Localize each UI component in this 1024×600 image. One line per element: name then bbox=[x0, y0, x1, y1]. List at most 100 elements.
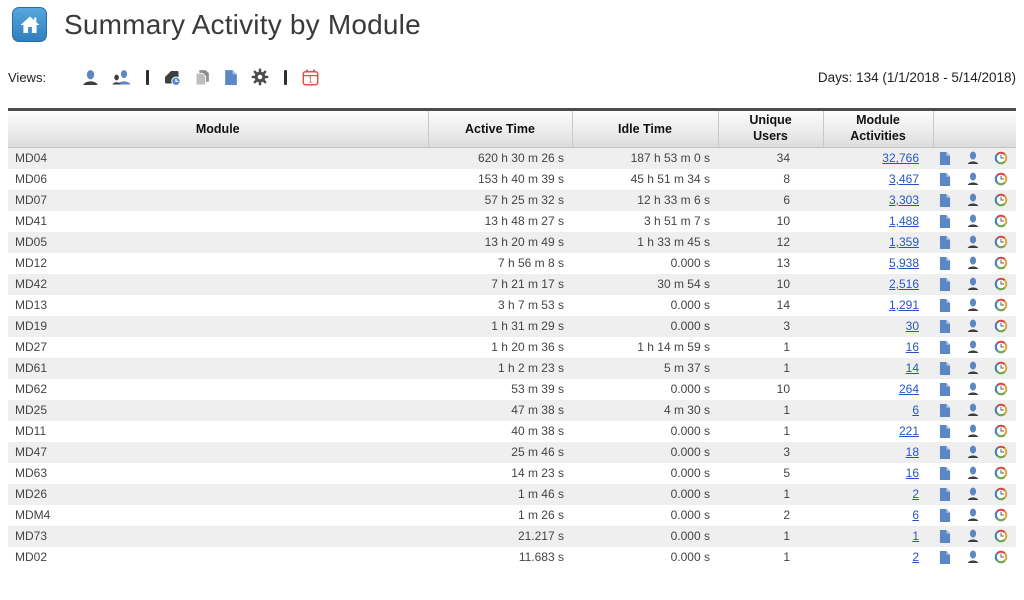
page-title: Summary Activity by Module bbox=[64, 8, 421, 40]
user-report-icon[interactable] bbox=[966, 508, 980, 522]
document-report-icon[interactable] bbox=[939, 151, 951, 166]
user-report-icon[interactable] bbox=[966, 277, 980, 291]
document-report-icon[interactable] bbox=[939, 193, 951, 208]
user-report-icon[interactable] bbox=[966, 424, 980, 438]
document-report-icon[interactable] bbox=[939, 424, 951, 439]
time-history-icon[interactable] bbox=[994, 529, 1008, 543]
module-activities-link[interactable]: 5,938 bbox=[888, 256, 919, 270]
user-report-icon[interactable] bbox=[966, 298, 980, 312]
module-activities-link[interactable]: 3,303 bbox=[888, 193, 919, 207]
user-report-icon[interactable] bbox=[966, 340, 980, 354]
settings-gear-icon[interactable] bbox=[251, 68, 269, 86]
time-history-icon[interactable] bbox=[994, 445, 1008, 459]
home-icon[interactable] bbox=[12, 7, 47, 42]
module-activities-link[interactable]: 14 bbox=[905, 361, 919, 375]
document-report-icon[interactable] bbox=[939, 508, 951, 523]
document-report-icon[interactable] bbox=[939, 256, 951, 271]
time-history-icon[interactable] bbox=[994, 319, 1008, 333]
table-row: MD27 1 h 20 m 36 s 1 h 14 m 59 s 1 16 bbox=[8, 336, 1016, 358]
user-report-icon[interactable] bbox=[966, 529, 980, 543]
time-history-icon[interactable] bbox=[994, 382, 1008, 396]
module-activities-link[interactable]: 32,766 bbox=[882, 151, 919, 166]
col-header-idle-time[interactable]: Idle Time bbox=[571, 108, 718, 148]
module-activities-link[interactable]: 1,359 bbox=[888, 235, 919, 249]
document-report-icon[interactable] bbox=[939, 361, 951, 376]
time-history-icon[interactable] bbox=[994, 214, 1008, 228]
user-report-icon[interactable] bbox=[966, 403, 980, 417]
user-report-icon[interactable] bbox=[966, 151, 980, 165]
module-activities-link[interactable]: 264 bbox=[898, 382, 919, 396]
time-history-icon[interactable] bbox=[994, 256, 1008, 270]
time-history-icon[interactable] bbox=[994, 487, 1008, 501]
table-header: Module Active Time Idle Time Unique User… bbox=[8, 108, 1016, 148]
user-report-icon[interactable] bbox=[966, 466, 980, 480]
module-activities-link[interactable]: 2 bbox=[912, 550, 919, 564]
user-report-icon[interactable] bbox=[966, 235, 980, 249]
module-cell: MD12 bbox=[15, 256, 48, 270]
time-history-icon[interactable] bbox=[994, 340, 1008, 354]
module-activities-link[interactable]: 221 bbox=[898, 424, 919, 438]
user-report-icon[interactable] bbox=[966, 172, 980, 186]
module-activities-link[interactable]: 1,488 bbox=[888, 214, 919, 228]
document-report-icon[interactable] bbox=[939, 298, 951, 313]
document-report-icon[interactable] bbox=[939, 487, 951, 502]
col-header-module-activities[interactable]: Module Activities bbox=[822, 108, 933, 148]
document-report-icon[interactable] bbox=[939, 403, 951, 418]
calendar-view-icon[interactable]: 1 bbox=[302, 68, 319, 86]
module-activities-link[interactable]: 1 bbox=[912, 529, 919, 543]
user-report-icon[interactable] bbox=[966, 487, 980, 501]
module-activities-link[interactable]: 2,516 bbox=[888, 277, 919, 291]
time-history-icon[interactable] bbox=[994, 193, 1008, 207]
document-report-icon[interactable] bbox=[939, 382, 951, 397]
module-activities-link[interactable]: 6 bbox=[912, 508, 919, 522]
document-report-icon[interactable] bbox=[939, 340, 951, 355]
time-history-icon[interactable] bbox=[994, 550, 1008, 564]
document-report-icon[interactable] bbox=[939, 445, 951, 460]
document-report-icon[interactable] bbox=[939, 550, 951, 565]
user-report-icon[interactable] bbox=[966, 361, 980, 375]
user-group-view-icon[interactable] bbox=[112, 69, 131, 86]
user-report-icon[interactable] bbox=[966, 214, 980, 228]
user-report-icon[interactable] bbox=[966, 550, 980, 564]
time-history-icon[interactable] bbox=[994, 298, 1008, 312]
document-view-icon[interactable] bbox=[224, 69, 238, 86]
document-report-icon[interactable] bbox=[939, 172, 951, 187]
date-range-label: Days: 134 (1/1/2018 - 5/14/2018) bbox=[817, 69, 1016, 85]
module-activities-link[interactable]: 16 bbox=[905, 466, 919, 480]
time-history-icon[interactable] bbox=[994, 424, 1008, 438]
document-report-icon[interactable] bbox=[939, 277, 951, 292]
module-activities-link[interactable]: 1,291 bbox=[888, 298, 919, 312]
time-history-icon[interactable] bbox=[994, 277, 1008, 291]
time-history-icon[interactable] bbox=[994, 361, 1008, 375]
document-report-icon[interactable] bbox=[939, 466, 951, 481]
document-report-icon[interactable] bbox=[939, 214, 951, 229]
document-report-icon[interactable] bbox=[939, 319, 951, 334]
user-report-icon[interactable] bbox=[966, 445, 980, 459]
module-activities-link[interactable]: 6 bbox=[912, 403, 919, 417]
col-header-active-time[interactable]: Active Time bbox=[427, 108, 572, 148]
module-activities-link[interactable]: 16 bbox=[905, 340, 919, 354]
user-report-icon[interactable] bbox=[966, 319, 980, 333]
report-view-icon[interactable] bbox=[164, 69, 181, 86]
idle-time-cell: 5 m 37 s bbox=[663, 361, 710, 375]
col-header-unique-users[interactable]: Unique Users bbox=[717, 108, 823, 148]
module-activities-link[interactable]: 30 bbox=[905, 319, 919, 333]
time-history-icon[interactable] bbox=[994, 403, 1008, 417]
user-report-icon[interactable] bbox=[966, 382, 980, 396]
copy-view-icon[interactable] bbox=[194, 69, 211, 86]
time-history-icon[interactable] bbox=[994, 151, 1008, 165]
user-report-icon[interactable] bbox=[966, 256, 980, 270]
document-report-icon[interactable] bbox=[939, 529, 951, 544]
idle-time-cell: 0.000 s bbox=[670, 508, 710, 522]
time-history-icon[interactable] bbox=[994, 172, 1008, 186]
time-history-icon[interactable] bbox=[994, 235, 1008, 249]
module-activities-link[interactable]: 2 bbox=[912, 487, 919, 501]
user-view-icon[interactable] bbox=[82, 69, 99, 86]
module-activities-link[interactable]: 18 bbox=[905, 445, 919, 459]
module-activities-link[interactable]: 3,467 bbox=[888, 172, 919, 186]
time-history-icon[interactable] bbox=[994, 508, 1008, 522]
user-report-icon[interactable] bbox=[966, 193, 980, 207]
time-history-icon[interactable] bbox=[994, 466, 1008, 480]
document-report-icon[interactable] bbox=[939, 235, 951, 250]
col-header-module[interactable]: Module bbox=[8, 108, 428, 148]
